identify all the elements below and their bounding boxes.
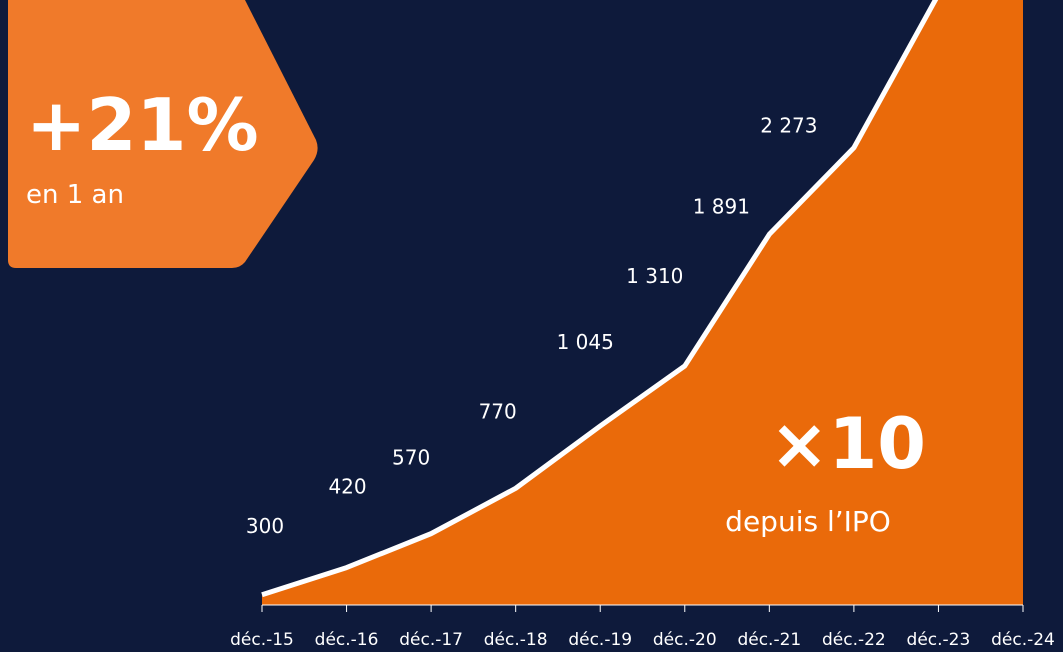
x-tick-label: déc.-21 [737,630,801,650]
x-tick-label: déc.-19 [568,630,632,650]
annotation-value: ×10 [770,403,926,485]
data-label: 1 310 [626,264,683,288]
x-tick-label: déc.-18 [484,630,548,650]
data-label: 770 [479,399,517,423]
data-label: 1 045 [557,330,614,354]
data-label: 1 891 [693,194,750,218]
data-label: 570 [392,446,430,470]
x-tick-label: déc.-22 [822,630,886,650]
x-tick-label: déc.-16 [315,630,379,650]
badge-text: en 1 an [26,180,124,210]
plot-area: déc.-15 300 déc.-16 420 déc.-17 570 déc.-18 770… [230,0,1055,650]
annotation-text: depuis l’IPO [725,505,891,538]
area [262,0,1023,605]
data-label: 2 273 [760,114,817,138]
data-label: 300 [246,514,284,538]
x-tick-label: déc.-17 [399,630,463,650]
badge-value: +21% [26,83,259,167]
data-label: 420 [328,475,366,499]
x-tick-label: déc.-20 [653,630,717,650]
x-tick-label: déc.-24 [991,630,1055,650]
line [261,0,939,598]
badge [8,0,318,268]
x-tick-label: déc.-23 [907,630,971,650]
x-tick-label: déc.-15 [230,630,294,650]
